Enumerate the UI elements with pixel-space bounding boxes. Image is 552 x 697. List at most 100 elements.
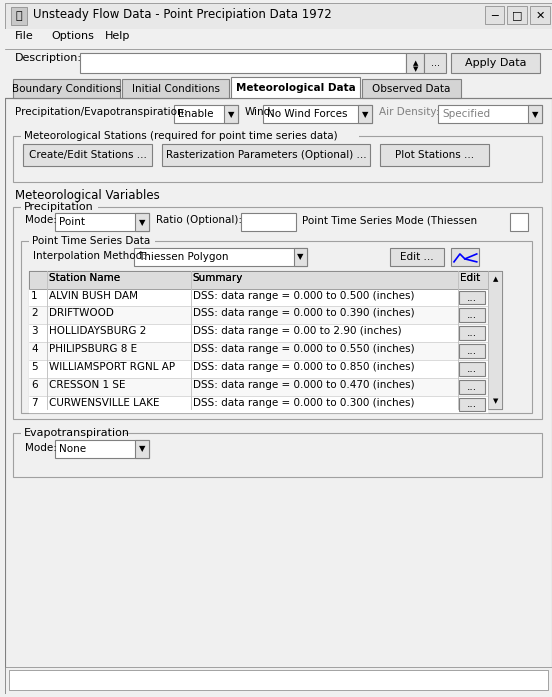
Text: Summary: Summary [193,273,243,283]
Text: 🚶: 🚶 [16,11,23,22]
Text: Interpolation Method:: Interpolation Method: [33,251,146,261]
Text: WILLIAMSPORT RGNL AP: WILLIAMSPORT RGNL AP [49,362,175,372]
Bar [174,105,238,123]
Bar [224,105,238,123]
Bar [13,136,542,182]
Text: Point Time Series Mode (Thiessen: Point Time Series Mode (Thiessen [302,215,477,225]
Text: Boundary Conditions: Boundary Conditions [12,84,121,93]
Bar [528,105,542,123]
Bar [135,440,149,458]
Text: DSS: data range = 0.000 to 0.500 (inches): DSS: data range = 0.000 to 0.500 (inches… [193,291,414,300]
Bar [79,53,406,72]
Text: Edit: Edit [460,273,480,283]
Text: Mode:: Mode: [25,215,57,225]
Text: Wind:: Wind: [245,107,275,117]
Text: DSS: data range = 0.000 to 0.850 (inches): DSS: data range = 0.000 to 0.850 (inches… [193,362,414,372]
Bar [459,291,485,305]
Bar [135,213,149,231]
Bar [459,362,485,376]
Text: 1: 1 [31,291,38,300]
Bar [6,29,552,49]
Bar [22,427,125,439]
Text: ▼: ▼ [413,66,418,72]
Text: Edit: Edit [460,273,480,283]
Text: Apply Data: Apply Data [465,58,526,68]
Bar [6,667,552,694]
Text: ▼: ▼ [139,445,145,454]
Bar [6,3,552,29]
Text: Meteorological Variables: Meteorological Variables [15,189,160,201]
Text: ▼: ▼ [228,110,235,118]
Text: Evapotranspiration: Evapotranspiration [24,428,130,438]
Text: □: □ [512,10,523,20]
Bar [459,380,485,394]
Bar [13,208,542,420]
Text: Enable: Enable [178,109,213,119]
Text: Observed Data: Observed Data [372,84,450,93]
Bar [362,79,461,98]
Bar [390,248,444,266]
Bar [12,8,27,25]
Bar [424,53,446,72]
Bar [29,289,487,307]
Bar [530,6,550,24]
Bar [55,213,149,231]
Bar [487,270,502,409]
Text: Precipitation: Precipitation [24,202,94,213]
Text: 2: 2 [31,308,38,319]
Text: Point Time Series Data: Point Time Series Data [32,236,151,246]
Bar [511,213,528,231]
Text: Specified: Specified [442,109,490,119]
Bar [29,235,155,247]
Bar [294,248,307,266]
Bar [22,130,359,142]
Text: 5: 5 [31,362,38,372]
Bar [29,324,487,342]
Bar [162,144,370,166]
Bar [29,378,487,395]
Text: Ratio (Optional):: Ratio (Optional): [156,215,242,225]
Bar [485,6,505,24]
Bar [241,213,295,231]
Text: ALVIN BUSH DAM: ALVIN BUSH DAM [49,291,138,300]
Bar [406,53,424,72]
Text: 4: 4 [31,344,38,354]
Text: CRESSON 1 SE: CRESSON 1 SE [49,380,125,390]
Text: DSS: data range = 0.000 to 0.390 (inches): DSS: data range = 0.000 to 0.390 (inches… [193,308,414,319]
Text: DSS: data range = 0.000 to 0.550 (inches): DSS: data range = 0.000 to 0.550 (inches… [193,344,414,354]
Bar [13,79,120,98]
Bar [459,326,485,340]
Bar [13,433,542,477]
Text: 3: 3 [31,326,38,336]
Bar [451,248,479,266]
Text: Station Name: Station Name [49,273,120,283]
Bar [29,270,502,409]
Text: ...: ... [431,58,439,68]
Text: ▼: ▼ [298,252,304,261]
Text: ✕: ✕ [535,10,545,20]
Bar [29,395,487,413]
Text: Meteorological Stations (required for point time series data): Meteorological Stations (required for po… [24,131,338,141]
Bar [263,105,372,123]
Text: HOLLIDAYSBURG 2: HOLLIDAYSBURG 2 [49,326,146,336]
Text: Summary: Summary [193,273,243,283]
Text: ▲: ▲ [413,60,418,66]
Text: ▲: ▲ [493,276,498,282]
Text: Options: Options [51,31,94,41]
Text: Create/Edit Stations ...: Create/Edit Stations ... [29,150,147,160]
Bar [459,308,485,322]
Bar [29,270,502,289]
Text: Station Name: Station Name [49,273,120,283]
Text: Point: Point [59,217,85,227]
Text: Rasterization Parameters (Optional) ...: Rasterization Parameters (Optional) ... [166,150,366,160]
Text: ▼: ▼ [362,110,368,118]
Text: ...: ... [467,382,477,392]
Bar [22,241,532,413]
Text: Precipitation/Evapotranspiration:: Precipitation/Evapotranspiration: [15,107,188,117]
Bar [459,397,485,411]
Text: CURWENSVILLE LAKE: CURWENSVILLE LAKE [49,397,160,408]
Bar [507,6,527,24]
Text: DSS: data range = 0.000 to 0.300 (inches): DSS: data range = 0.000 to 0.300 (inches… [193,397,414,408]
Text: Edit ...: Edit ... [400,252,434,262]
Text: Initial Conditions: Initial Conditions [132,84,220,93]
